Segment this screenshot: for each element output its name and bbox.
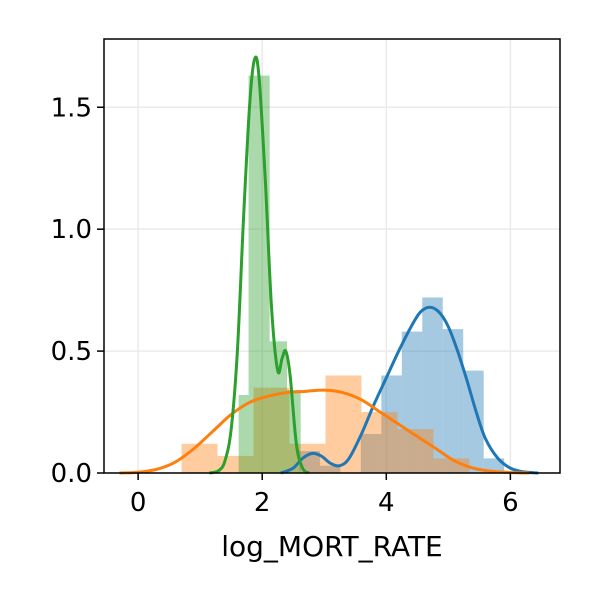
series-2-bar-0 — [238, 394, 249, 473]
x-tick-label-0: 0 — [130, 488, 147, 518]
x-tick-label-3: 6 — [502, 488, 519, 518]
series-2-kde-line — [209, 55, 310, 475]
kde-layer — [119, 55, 539, 475]
plot-frame — [103, 38, 561, 474]
series-1-bar-0 — [181, 443, 218, 473]
y-tick-label-3: 1.5 — [51, 93, 92, 123]
histogram-layer — [181, 75, 505, 474]
y-tick-label-0: 0.0 — [51, 459, 92, 489]
tick-layer: 0 2 4 6 0.0 0.5 1.0 1.5 — [51, 93, 519, 518]
y-tick-label-2: 1.0 — [51, 215, 92, 245]
series-0-bar-8 — [463, 370, 484, 473]
series-2-bar-2 — [269, 341, 288, 473]
series-0-bar-3 — [360, 433, 382, 473]
series-0-bar-9 — [483, 458, 505, 473]
series-2-bar-1 — [248, 75, 270, 474]
series-0-bar-7 — [442, 329, 464, 473]
series-1-bar-2 — [253, 387, 290, 473]
x-tick-label-1: 2 — [254, 488, 271, 518]
x-tick-label-2: 4 — [378, 488, 395, 518]
y-tick-label-1: 0.5 — [51, 337, 92, 367]
x-axis-label: log_MORT_RATE — [221, 530, 443, 563]
series-0-kde-line — [280, 305, 539, 475]
series-0-bar-6 — [422, 297, 443, 473]
series-0-bar-4 — [381, 375, 402, 473]
series-0-bar-1 — [319, 465, 341, 473]
series-1-kde-line — [119, 388, 530, 475]
